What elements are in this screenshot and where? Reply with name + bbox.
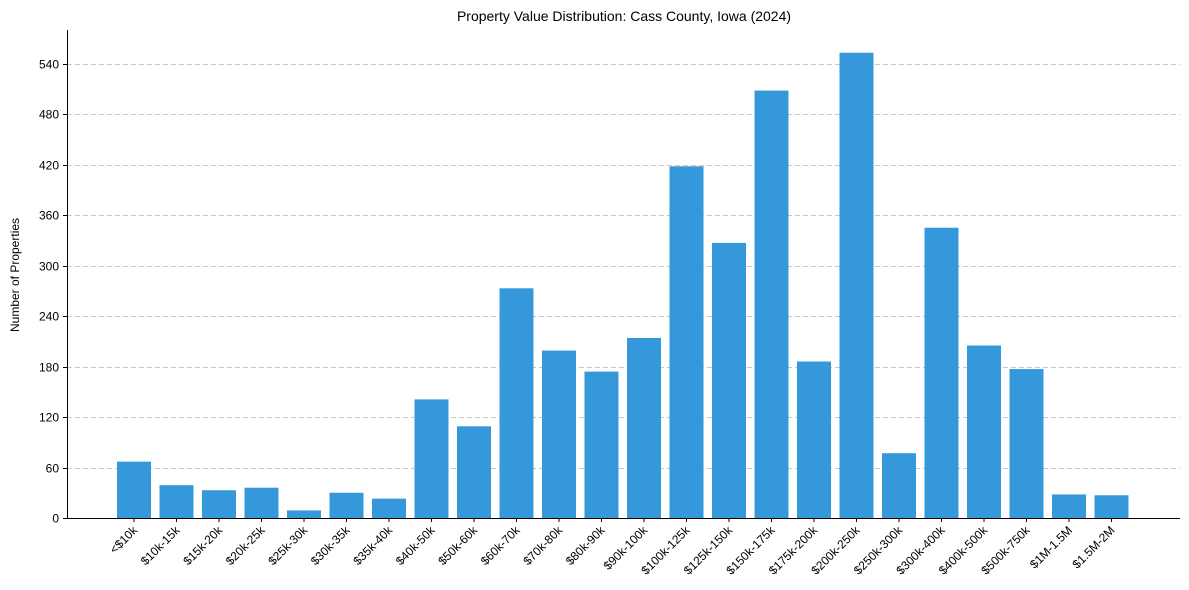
bars: [117, 52, 1129, 519]
x-tick-label: $60k-70k: [478, 523, 524, 569]
bar: [117, 461, 151, 518]
bar: [754, 90, 789, 518]
x-tick-label: $25k-30k: [265, 523, 311, 569]
bar: [669, 166, 704, 518]
bar: [1052, 494, 1086, 518]
x-tick-label: $35k-40k: [350, 523, 396, 569]
bar: [499, 288, 534, 518]
gridlines: [67, 64, 1180, 469]
bar: [1009, 369, 1044, 518]
bar: [712, 242, 746, 519]
y-tick-label: 540: [39, 58, 59, 72]
y-tick-label: 120: [39, 411, 59, 425]
bar: [882, 453, 916, 518]
x-axis-ticks: <$10k$10k-15k$15k-20k$20k-25k$25k-30k$30…: [107, 518, 1118, 577]
x-tick-label: $40k-50k: [393, 523, 439, 569]
x-tick-label: <$10k: [107, 523, 141, 557]
y-tick-label: 0: [52, 512, 59, 526]
bar: [244, 487, 279, 518]
y-axis-ticks: 0 60 120 180 240 300 360 420 480 540: [39, 58, 67, 526]
bar: [414, 399, 449, 518]
bar: [924, 227, 959, 519]
x-tick-label: $1.5M-2M: [1070, 523, 1118, 571]
bar: [287, 510, 321, 518]
bar: [797, 361, 831, 518]
x-tick-label: $30k-35k: [308, 523, 354, 569]
x-tick-label: $70k-80k: [520, 523, 566, 569]
x-tick-label: $10k-15k: [138, 523, 184, 569]
chart-title: Property Value Distribution: Cass County…: [457, 8, 791, 24]
y-tick-label: 300: [39, 260, 59, 274]
bar: [839, 52, 874, 518]
bar: [627, 337, 661, 518]
y-tick-label: 360: [39, 209, 59, 223]
bar: [584, 371, 619, 518]
y-tick-label: 240: [39, 310, 59, 324]
y-tick-label: 480: [39, 108, 59, 122]
bar: [372, 498, 406, 518]
x-tick-label: $15k-20k: [180, 523, 226, 569]
y-axis-label: Number of Properties: [8, 218, 22, 332]
y-tick-label: 60: [46, 462, 60, 476]
x-tick-label: $50k-60k: [435, 523, 481, 569]
bar: [1094, 495, 1129, 518]
y-tick-label: 420: [39, 159, 59, 173]
bar: [542, 350, 576, 518]
bar: [202, 490, 236, 518]
x-tick-label: $20k-25k: [223, 523, 269, 569]
bar: [967, 345, 1001, 518]
bar: [457, 426, 491, 518]
y-tick-label: 180: [39, 361, 59, 375]
x-tick-label: $1M-1.5M: [1027, 523, 1075, 571]
bar: [329, 492, 364, 518]
bar: [159, 485, 194, 518]
